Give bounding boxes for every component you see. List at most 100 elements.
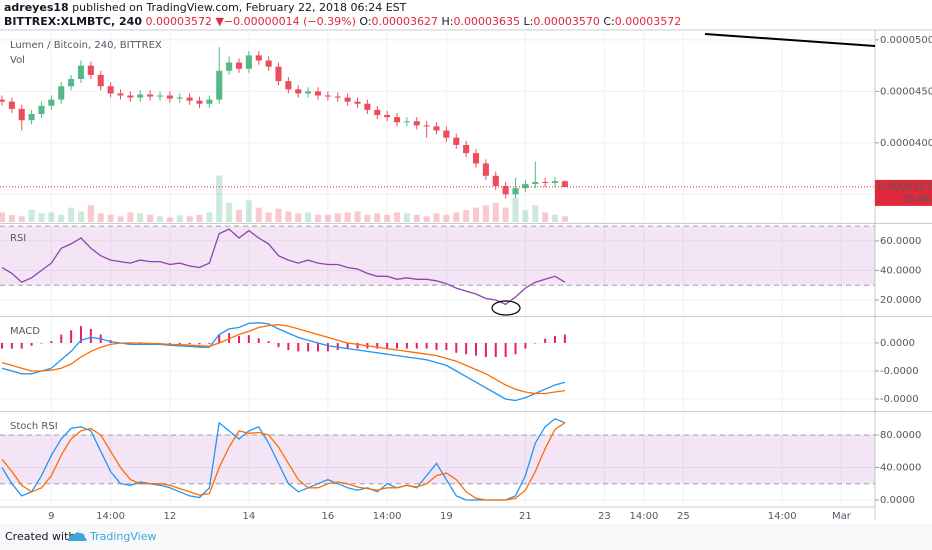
created-with: Created with [5, 530, 75, 543]
volume-bar [423, 216, 430, 222]
candle-body [443, 130, 450, 138]
candle-body [58, 86, 65, 100]
histogram-bar [60, 334, 63, 343]
trend-line [704, 33, 876, 47]
histogram-bar [0, 342, 3, 349]
y-tick-label: 0.0000 [880, 495, 915, 506]
candle-body [502, 186, 509, 195]
histogram-bar [475, 342, 478, 356]
histogram-bar [267, 341, 270, 343]
volume-bar [453, 212, 460, 222]
y-tick-label: 20.0000 [880, 295, 921, 306]
candle-body [364, 103, 371, 110]
arrow: ▼ [215, 15, 224, 28]
band-fill [0, 434, 875, 484]
author: adreyes18 [4, 1, 69, 14]
candle-body [196, 100, 203, 104]
volume-bar [216, 175, 223, 222]
candle-body [156, 95, 164, 97]
series-line [1, 324, 565, 395]
candle-body [245, 55, 252, 69]
ohlc-key: O: [359, 15, 371, 28]
histogram-bar [524, 342, 527, 349]
volume-bar [255, 207, 262, 222]
y-tick-label: -0.0000 [880, 394, 919, 405]
volume-bar [206, 212, 213, 222]
volume-bar [127, 212, 134, 222]
histogram-bar [445, 342, 448, 350]
x-tick-label: 25 [677, 511, 690, 522]
volume-bar [186, 216, 193, 222]
volume-bar [137, 213, 144, 222]
band-fill [0, 226, 875, 286]
histogram-bar [198, 342, 201, 345]
candle-body [423, 125, 430, 127]
histogram-bar [228, 333, 231, 343]
histogram-bar [237, 335, 240, 343]
published: published on TradingView.com, February 2… [72, 1, 406, 14]
volume-bar [77, 211, 85, 222]
x-tick-label: 12 [163, 511, 176, 522]
volume-bar [551, 214, 559, 222]
symbol-line: BITTREX:XLMBTC, 240 0.00003572 ▼−0.00000… [4, 15, 681, 28]
ohlc-key: C: [603, 15, 614, 28]
candle-body [551, 181, 559, 183]
volume-bar [393, 212, 401, 222]
candle-body [8, 101, 15, 109]
volume-bar [68, 207, 75, 222]
candle-body [235, 62, 243, 69]
volume-bar [285, 211, 292, 222]
volume-bar [97, 213, 104, 222]
volume-bar [48, 212, 55, 222]
candle-body [68, 79, 75, 87]
histogram-bar [287, 342, 290, 350]
histogram-bar [435, 342, 438, 350]
volume-bar [324, 214, 331, 222]
y-tick-label: 40.0000 [880, 265, 921, 276]
volume-bar [87, 205, 94, 222]
symbol: BITTREX:XLMBTC, 240 [4, 15, 142, 28]
histogram-bar [425, 342, 428, 349]
volume-bar [561, 216, 568, 222]
candle-body [216, 70, 223, 100]
candle-body [265, 60, 272, 67]
volume-bar [502, 207, 509, 222]
histogram-bar [376, 342, 379, 349]
histogram-bar [247, 335, 250, 343]
histogram-bar [554, 335, 557, 343]
candle-body [403, 121, 410, 123]
x-tick-label: 16 [322, 511, 335, 522]
histogram-bar [50, 341, 53, 343]
x-tick-label: 14:00 [96, 511, 125, 522]
histogram-bar [30, 342, 33, 346]
series-line [1, 422, 566, 501]
volume-bar [295, 213, 302, 222]
candle-body [87, 65, 94, 75]
histogram-bar [317, 342, 320, 352]
candle-body [97, 74, 104, 87]
histogram-bar [79, 326, 82, 343]
volume-bar [472, 207, 480, 222]
candle-body [561, 181, 568, 187]
histogram-bar [129, 342, 132, 345]
histogram-bar [396, 342, 399, 349]
candle-body [176, 97, 183, 99]
y-tick-label: -0.0000 [880, 366, 919, 377]
candle-body [285, 81, 292, 90]
histogram-bar [307, 342, 310, 352]
ohlc-key: H: [442, 15, 454, 28]
volume-bar [433, 213, 440, 222]
candle-body [482, 163, 489, 176]
candle-body [463, 144, 470, 154]
volume-bar [443, 214, 450, 222]
histogram-bar [544, 338, 547, 343]
countdown: 35:46 [902, 194, 931, 205]
histogram-bar [465, 342, 468, 355]
candle-body [206, 99, 213, 104]
volume-bar [314, 214, 322, 222]
histogram-bar [336, 342, 339, 350]
brand: TradingView [89, 530, 156, 543]
ohlc-value: 0.00003570 [533, 15, 599, 28]
histogram-bar [494, 342, 497, 357]
pane-title: RSI [10, 233, 26, 244]
